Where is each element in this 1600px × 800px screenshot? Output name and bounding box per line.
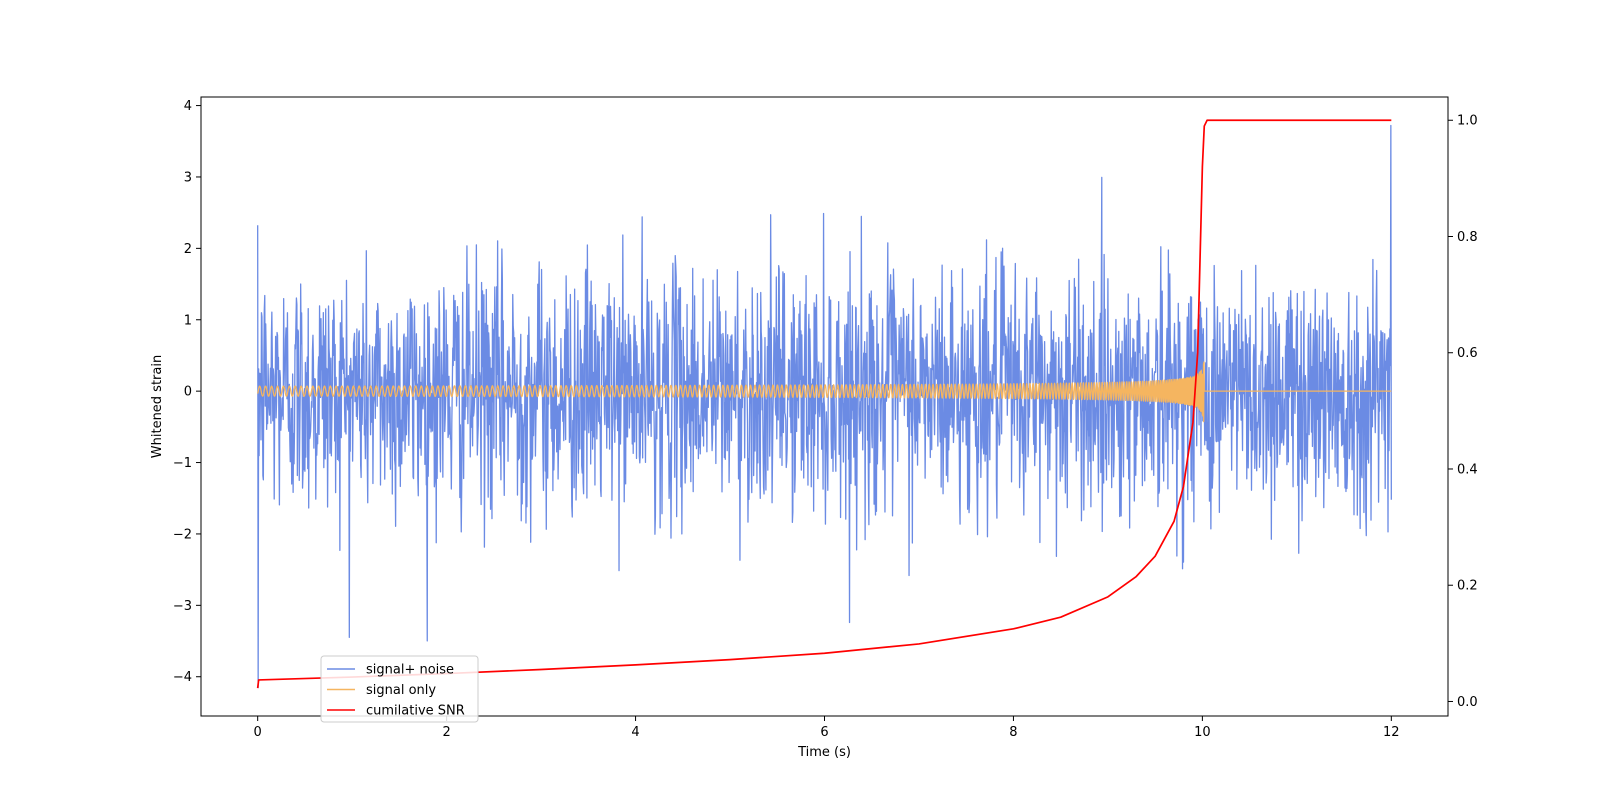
- x-tick-label: 6: [820, 725, 828, 740]
- y-tick-label: 2: [184, 242, 192, 257]
- y2-tick-label: 0.0: [1457, 695, 1478, 710]
- x-tick-label: 12: [1383, 725, 1400, 740]
- legend-label-cumulative-snr: cumilative SNR: [366, 704, 465, 719]
- legend-frame: [320, 655, 479, 723]
- legend-label-signal-only: signal only: [366, 683, 436, 698]
- x-tick-label: 2: [442, 725, 450, 740]
- y-tick-label: −4: [173, 670, 192, 685]
- y2-tick-label: 0.2: [1457, 579, 1478, 594]
- series-line-cumulative-snr: [256, 119, 1392, 689]
- series-layer: [256, 119, 1392, 689]
- y2-tick-label: 1.0: [1457, 114, 1478, 129]
- legend-label-signal-noise: signal+ noise: [366, 663, 454, 678]
- x-tick-label: 4: [631, 725, 639, 740]
- y-tick-label: −1: [173, 456, 192, 471]
- y-tick-label: 4: [184, 99, 192, 114]
- y-tick-label: 1: [184, 313, 192, 328]
- legend: signal+ noise signal only cumilative SNR: [320, 655, 479, 723]
- x-tick-label: 0: [254, 725, 262, 740]
- y2-tick-label: 0.4: [1457, 462, 1478, 477]
- y2-tick-label: 0.8: [1457, 230, 1478, 245]
- y-tick-label: 3: [184, 170, 192, 185]
- series-line-signal-noise: [257, 124, 1392, 689]
- series-line-signal-only: [257, 361, 1392, 423]
- x-tick-label: 8: [1009, 725, 1017, 740]
- x-tick-label: 10: [1194, 725, 1211, 740]
- y-tick-label: 0: [184, 385, 192, 400]
- x-axis-label: Time (s): [797, 745, 851, 760]
- y-axis-label: Whitened strain: [150, 355, 165, 458]
- y-tick-label: −3: [173, 599, 192, 614]
- y2-tick-label: 0.6: [1457, 346, 1478, 361]
- y-tick-label: −2: [173, 527, 192, 542]
